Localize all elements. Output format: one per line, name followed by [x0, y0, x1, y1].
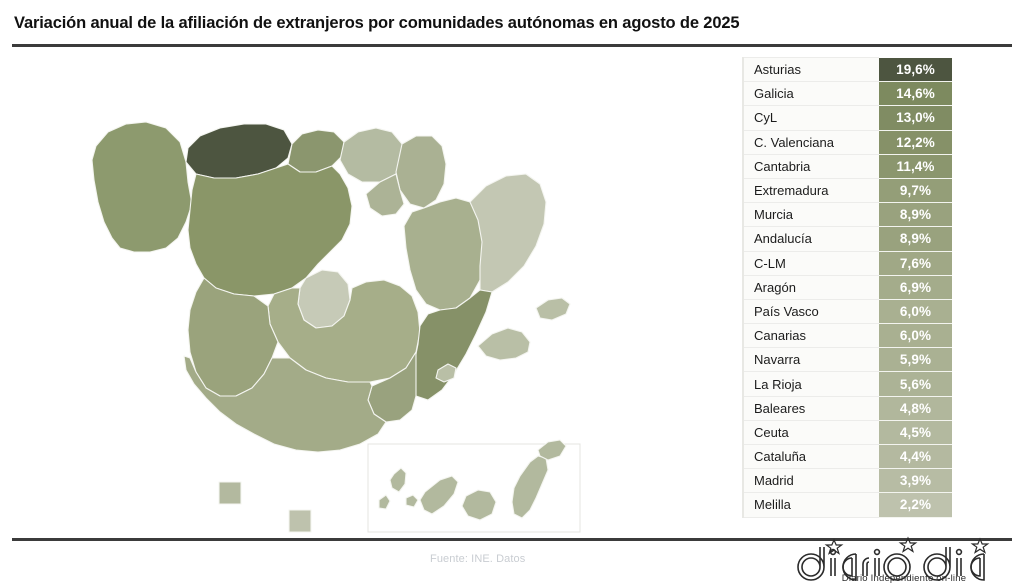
table-row[interactable]: Aragón 6,9%	[742, 275, 952, 300]
region-value: 4,8%	[879, 396, 952, 421]
table-row[interactable]: País Vasco 6,0%	[742, 299, 952, 325]
watermark-tagline: Diario Independiente on-line	[841, 573, 967, 584]
region-name: Navarra	[742, 347, 879, 373]
region-name: Aragón	[742, 275, 879, 300]
table-row[interactable]: Andalucía 8,9%	[742, 226, 952, 252]
map-region-cantabria[interactable]	[287, 129, 345, 173]
region-name: Asturias	[742, 56, 879, 83]
table-row[interactable]: C. Valenciana 12,2%	[742, 130, 952, 155]
region-name: Cataluña	[742, 444, 879, 470]
region-value: 19,6%	[879, 57, 952, 83]
region-value: 11,4%	[879, 154, 952, 179]
table-row[interactable]: Baleares 4,8%	[742, 396, 952, 421]
map-region-navarra[interactable]	[395, 135, 447, 209]
map-region-c-valenciana[interactable]	[409, 289, 493, 401]
region-name: Andalucía	[742, 226, 879, 252]
table-row[interactable]: Asturias 19,6%	[742, 56, 952, 83]
region-name: Ceuta	[742, 420, 879, 446]
table-row[interactable]: Canarias 6,0%	[742, 323, 952, 349]
table-row[interactable]: Extremadura 9,7%	[742, 178, 952, 204]
map-region-aragon[interactable]	[403, 197, 485, 311]
table-row[interactable]: Cantabria 11,4%	[742, 154, 952, 179]
star-icon	[824, 538, 844, 555]
map-region-pais-vasco[interactable]	[339, 127, 405, 183]
region-name: Cantabria	[742, 154, 879, 179]
map-region-cataluna[interactable]	[469, 173, 547, 293]
region-value: 6,0%	[879, 323, 952, 349]
region-name: Melilla	[742, 492, 879, 518]
chart-header: Variación anual de la afiliación de extr…	[0, 0, 1024, 52]
ranking-table-body: Asturias 19,6% Galicia 14,6% CyL 13,0% C. V…	[742, 56, 952, 518]
table-row[interactable]: Melilla 2,2%	[742, 492, 952, 518]
region-name: Baleares	[742, 396, 879, 421]
region-value: 5,6%	[879, 371, 952, 397]
map-region-melilla[interactable]	[288, 509, 312, 533]
region-value: 2,2%	[879, 492, 952, 518]
map-region-castilla-leon[interactable]	[187, 163, 353, 297]
region-value: 12,2%	[879, 130, 952, 155]
region-name: Galicia	[742, 81, 879, 107]
map-region-canarias[interactable]	[378, 439, 567, 521]
page-title: Variación anual de la afiliación de extr…	[14, 14, 740, 32]
source-note: Fuente: INE. Datos	[430, 553, 526, 565]
region-value: 4,4%	[879, 444, 952, 470]
star-icon	[970, 537, 990, 554]
region-name: Murcia	[742, 202, 879, 228]
ranking-table: Asturias 19,6% Galicia 14,6% CyL 13,0% C. V…	[742, 56, 952, 518]
map-region-baleares[interactable]	[435, 297, 571, 383]
table-row[interactable]: La Rioja 5,6%	[742, 371, 952, 397]
map-region-andalucia[interactable]	[183, 355, 387, 453]
table-row[interactable]: Murcia 8,9%	[742, 202, 952, 228]
regions-ranking-table: Asturias 19,6% Galicia 14,6% CyL 13,0% C. V…	[742, 56, 952, 518]
region-value: 7,6%	[879, 251, 952, 276]
map-region-galicia[interactable]	[91, 121, 193, 253]
region-value: 3,9%	[879, 468, 952, 494]
region-value: 6,9%	[879, 275, 952, 300]
region-value: 14,6%	[879, 81, 952, 107]
table-row[interactable]: Navarra 5,9%	[742, 347, 952, 373]
map-region-la-rioja[interactable]	[365, 173, 405, 217]
table-row[interactable]: CyL 13,0%	[742, 105, 952, 131]
region-value: 9,7%	[879, 178, 952, 204]
region-value: 8,9%	[879, 202, 952, 228]
region-name: C-LM	[742, 251, 879, 276]
region-name: Canarias	[742, 323, 879, 349]
chart-body: Asturias 19,6% Galicia 14,6% CyL 13,0% C. V…	[0, 52, 1024, 535]
region-name: C. Valenciana	[742, 130, 879, 155]
region-value: 8,9%	[879, 226, 952, 252]
map-svg	[91, 121, 581, 533]
region-value: 6,0%	[879, 299, 952, 325]
table-row[interactable]: C-LM 7,6%	[742, 251, 952, 276]
title-divider	[12, 44, 1012, 47]
region-value: 4,5%	[879, 420, 952, 446]
spain-choropleth-map	[0, 52, 720, 535]
table-row[interactable]: Madrid 3,9%	[742, 468, 952, 494]
region-name: La Rioja	[742, 371, 879, 397]
map-region-ceuta[interactable]	[218, 481, 242, 505]
footer-divider	[12, 538, 1012, 541]
region-name: Madrid	[742, 468, 879, 494]
region-name: Extremadura	[742, 178, 879, 204]
table-row[interactable]: Galicia 14,6%	[742, 81, 952, 107]
table-row[interactable]: Cataluña 4,4%	[742, 444, 952, 470]
region-name: CyL	[742, 105, 879, 131]
region-value: 5,9%	[879, 347, 952, 373]
region-value: 13,0%	[879, 105, 952, 131]
table-row[interactable]: Ceuta 4,5%	[742, 420, 952, 446]
region-name: País Vasco	[742, 299, 879, 325]
